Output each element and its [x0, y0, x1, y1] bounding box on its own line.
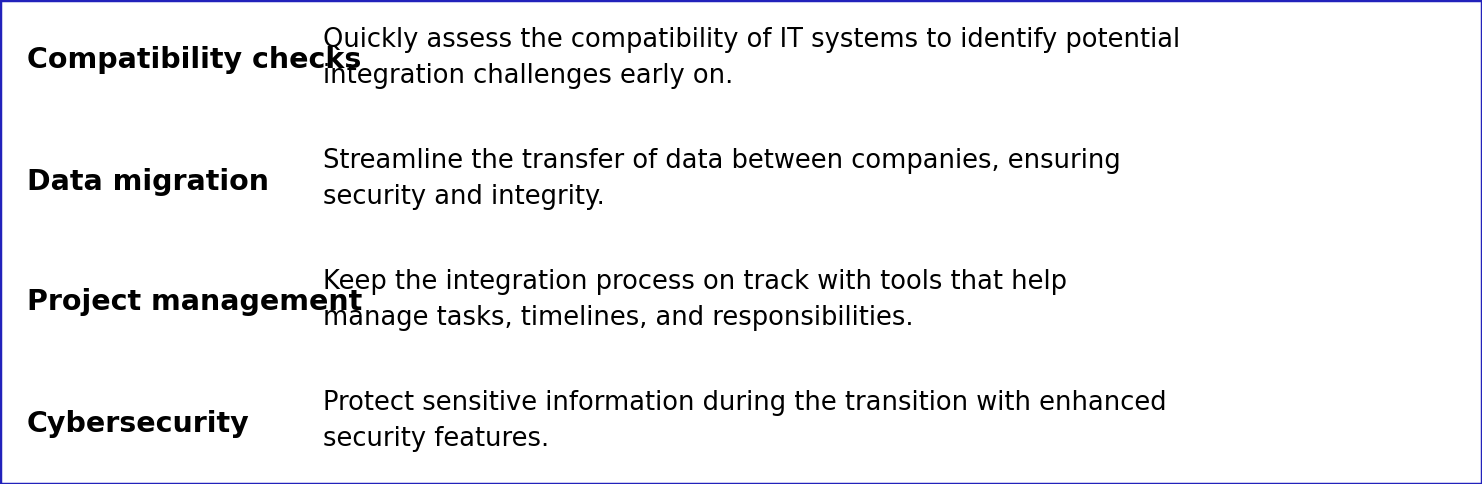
Text: Keep the integration process on track with tools that help
manage tasks, timelin: Keep the integration process on track wi…: [323, 269, 1067, 331]
Text: Streamline the transfer of data between companies, ensuring
security and integri: Streamline the transfer of data between …: [323, 148, 1120, 210]
Text: Quickly assess the compatibility of IT systems to identify potential
integration: Quickly assess the compatibility of IT s…: [323, 27, 1180, 89]
Text: Data migration: Data migration: [27, 167, 268, 196]
Text: Cybersecurity: Cybersecurity: [27, 409, 249, 438]
Text: Protect sensitive information during the transition with enhanced
security featu: Protect sensitive information during the…: [323, 390, 1166, 452]
Text: Project management: Project management: [27, 288, 362, 317]
Text: Compatibility checks: Compatibility checks: [27, 46, 362, 75]
